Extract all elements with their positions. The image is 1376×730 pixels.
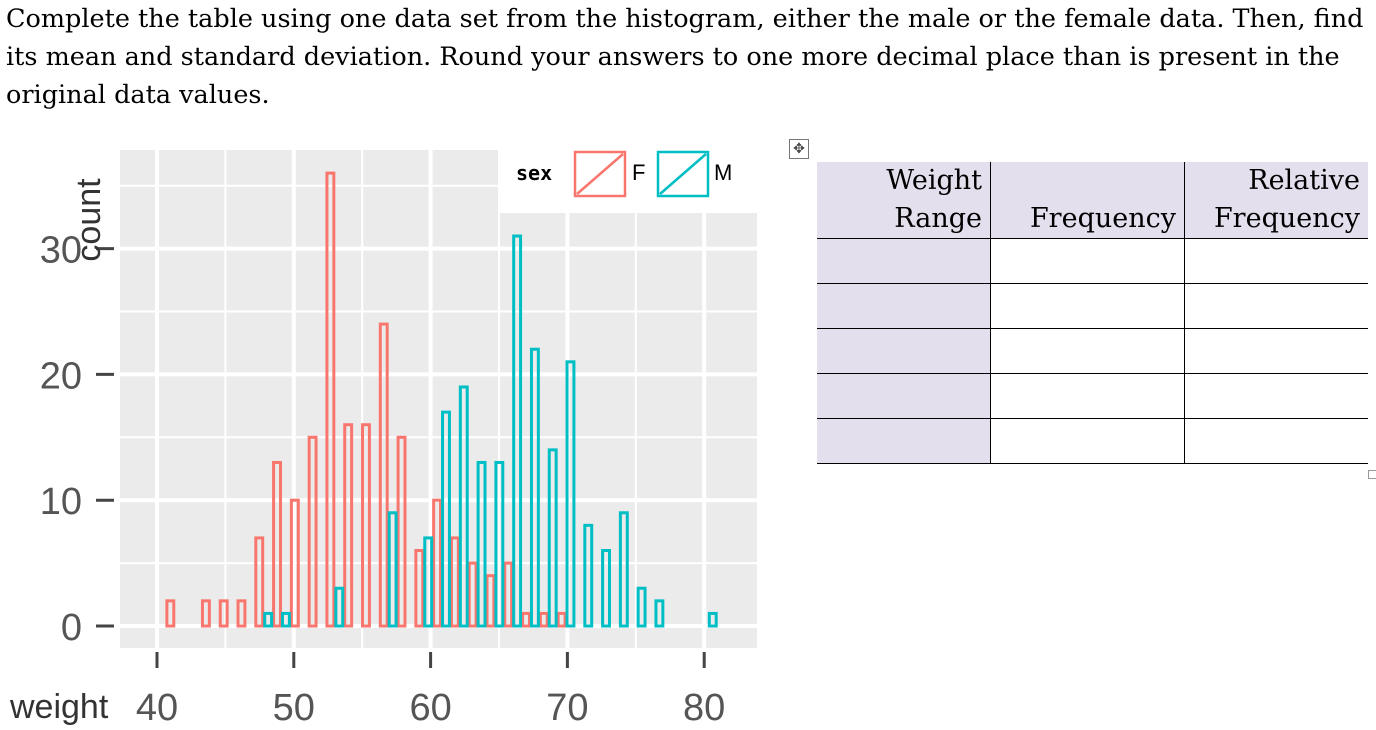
bar-m bbox=[583, 523, 594, 628]
question-text: Complete the table using one data set fr… bbox=[6, 4, 1364, 110]
x-tick-label: 70 bbox=[546, 687, 588, 729]
table-header-row: Weight Range Frequency Relative Frequency bbox=[817, 162, 1368, 239]
legend-title: sex bbox=[516, 161, 552, 185]
bar-m bbox=[512, 234, 523, 628]
y-tick-label: 10 bbox=[40, 481, 82, 523]
bar-f bbox=[361, 423, 371, 628]
bar-m bbox=[601, 549, 611, 628]
relative-frequency-cell[interactable] bbox=[1184, 418, 1368, 464]
header-frequency: Frequency bbox=[990, 162, 1185, 239]
frequency-cell[interactable] bbox=[990, 238, 1185, 284]
bar-f bbox=[538, 611, 549, 628]
bar-m bbox=[476, 460, 487, 628]
header-weight-range: Weight Range bbox=[817, 162, 991, 239]
bar-m bbox=[423, 536, 434, 628]
frequency-cell[interactable] bbox=[990, 283, 1185, 329]
y-tick-label: 20 bbox=[40, 355, 82, 397]
bar-f bbox=[378, 322, 389, 628]
bar-f bbox=[485, 574, 496, 628]
bar-m bbox=[494, 460, 505, 628]
header-line: Frequency bbox=[1213, 203, 1360, 234]
frequency-cell[interactable] bbox=[990, 373, 1185, 419]
legend: sex F M bbox=[500, 150, 757, 213]
x-tick-label: 50 bbox=[273, 687, 315, 729]
table-resize-handle[interactable] bbox=[1368, 470, 1376, 479]
bar-m bbox=[618, 511, 629, 628]
x-tick-label: 60 bbox=[409, 687, 451, 729]
relative-frequency-cell[interactable] bbox=[1184, 283, 1368, 329]
relative-frequency-cell[interactable] bbox=[1184, 328, 1368, 374]
bar-f bbox=[467, 561, 478, 628]
legend-label-f: F bbox=[632, 160, 645, 185]
bar-m bbox=[565, 360, 576, 628]
weight-range-cell[interactable] bbox=[817, 373, 991, 419]
frequency-cell[interactable] bbox=[990, 418, 1185, 464]
bar-m bbox=[547, 448, 558, 628]
weight-range-cell[interactable] bbox=[817, 328, 991, 374]
weight-range-cell[interactable] bbox=[817, 418, 991, 464]
weight-range-cell[interactable] bbox=[817, 238, 991, 284]
table-row bbox=[817, 238, 1368, 284]
legend-label-m: M bbox=[714, 160, 732, 185]
bars bbox=[165, 171, 718, 628]
bar-m bbox=[441, 410, 451, 628]
y-tick-label: 0 bbox=[61, 607, 82, 649]
bar-m bbox=[636, 586, 647, 628]
bar-f bbox=[254, 536, 265, 628]
bar-m bbox=[280, 611, 291, 628]
header-relative-frequency: Relative Frequency bbox=[1184, 162, 1368, 239]
bar-f bbox=[432, 498, 443, 628]
table-row bbox=[817, 283, 1368, 329]
bar-f bbox=[343, 423, 354, 628]
axis-ticks: 40 50 60 70 80 0 10 20 30 bbox=[40, 230, 726, 729]
bar-f bbox=[218, 599, 229, 628]
bar-f bbox=[307, 435, 318, 628]
x-tick-label: 40 bbox=[136, 687, 178, 729]
bar-f bbox=[236, 599, 247, 628]
table-row bbox=[817, 373, 1368, 419]
y-tick-label: 30 bbox=[40, 230, 82, 272]
bar-f bbox=[503, 561, 514, 628]
header-line: Range bbox=[894, 203, 982, 234]
x-axis-label: weight bbox=[9, 688, 109, 726]
bar-f bbox=[396, 435, 407, 628]
y-axis-label: count bbox=[70, 178, 108, 262]
bar-f bbox=[165, 599, 176, 628]
weight-range-cell[interactable] bbox=[817, 283, 991, 329]
header-line: Relative bbox=[1248, 165, 1360, 196]
table-row bbox=[817, 328, 1368, 374]
frequency-table: Weight Range Frequency Relative Frequency bbox=[817, 162, 1368, 464]
bar-f bbox=[200, 599, 211, 628]
frequency-cell[interactable] bbox=[990, 328, 1185, 374]
bar-f bbox=[521, 611, 531, 628]
bar-f bbox=[325, 171, 336, 628]
bar-f bbox=[414, 549, 425, 628]
bar-f bbox=[449, 536, 460, 628]
bar-m bbox=[263, 611, 274, 628]
bar-m bbox=[334, 586, 345, 628]
table-move-handle[interactable]: ✥ bbox=[789, 139, 809, 159]
table-row bbox=[817, 418, 1368, 464]
x-tick-label: 80 bbox=[683, 687, 725, 729]
bar-f bbox=[289, 498, 300, 628]
header-line: Frequency bbox=[1029, 203, 1176, 234]
bar-f bbox=[272, 460, 282, 628]
bar-f bbox=[556, 611, 567, 628]
move-arrows-icon: ✥ bbox=[793, 141, 805, 157]
plot-panel bbox=[120, 150, 757, 648]
bar-m bbox=[458, 385, 469, 628]
bar-m bbox=[387, 511, 398, 628]
bar-m bbox=[707, 611, 718, 628]
relative-frequency-cell[interactable] bbox=[1184, 238, 1368, 284]
bar-m bbox=[654, 599, 665, 628]
bar-m bbox=[529, 347, 540, 628]
histogram: 40 50 60 70 80 0 10 20 30 count weight sex F M bbox=[9, 150, 757, 729]
header-line: Weight bbox=[886, 165, 982, 196]
relative-frequency-cell[interactable] bbox=[1184, 373, 1368, 419]
